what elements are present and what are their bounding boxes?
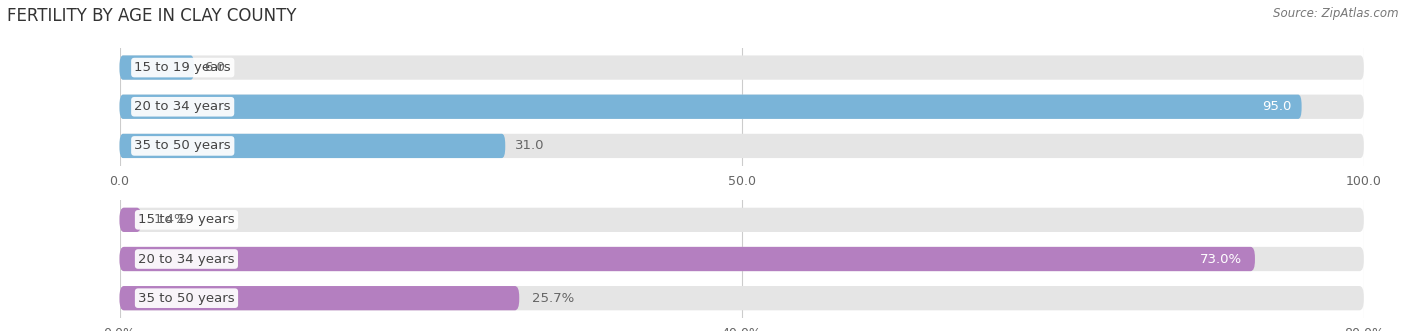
Text: Source: ZipAtlas.com: Source: ZipAtlas.com — [1274, 7, 1399, 20]
FancyBboxPatch shape — [120, 95, 1364, 119]
FancyBboxPatch shape — [120, 208, 1364, 232]
Text: 15 to 19 years: 15 to 19 years — [135, 61, 231, 74]
Text: 35 to 50 years: 35 to 50 years — [138, 292, 235, 305]
Text: 31.0: 31.0 — [515, 139, 544, 152]
FancyBboxPatch shape — [120, 247, 1256, 271]
Text: 1.4%: 1.4% — [153, 213, 187, 226]
Text: FERTILITY BY AGE IN CLAY COUNTY: FERTILITY BY AGE IN CLAY COUNTY — [7, 7, 297, 24]
Text: 15 to 19 years: 15 to 19 years — [138, 213, 235, 226]
Text: 25.7%: 25.7% — [531, 292, 574, 305]
FancyBboxPatch shape — [120, 95, 1302, 119]
FancyBboxPatch shape — [120, 134, 505, 158]
Text: 20 to 34 years: 20 to 34 years — [138, 253, 235, 265]
Text: 20 to 34 years: 20 to 34 years — [135, 100, 231, 113]
Text: 6.0: 6.0 — [204, 61, 225, 74]
Text: 73.0%: 73.0% — [1201, 253, 1243, 265]
FancyBboxPatch shape — [120, 247, 1364, 271]
FancyBboxPatch shape — [120, 134, 1364, 158]
FancyBboxPatch shape — [120, 208, 141, 232]
FancyBboxPatch shape — [120, 286, 1364, 310]
FancyBboxPatch shape — [120, 55, 1364, 80]
FancyBboxPatch shape — [120, 55, 194, 80]
FancyBboxPatch shape — [120, 286, 519, 310]
Text: 35 to 50 years: 35 to 50 years — [135, 139, 231, 152]
Text: 95.0: 95.0 — [1263, 100, 1292, 113]
